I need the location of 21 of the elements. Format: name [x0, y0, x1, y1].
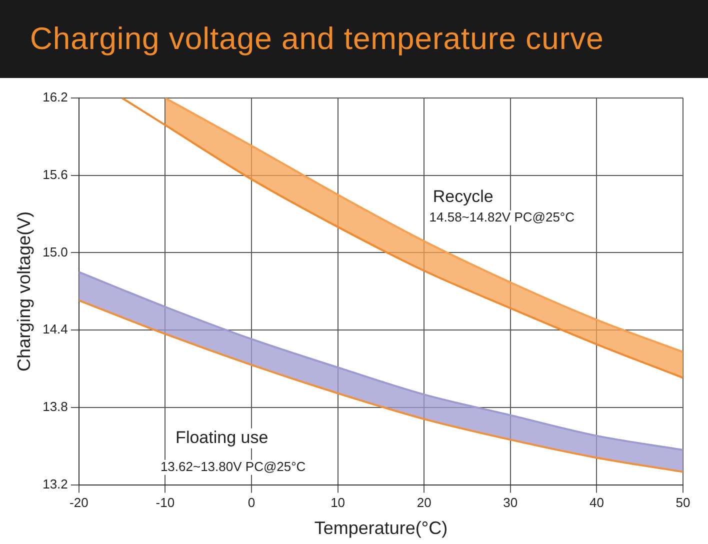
y-tick-label: 15.6 — [42, 166, 68, 182]
annotation: 13.62~13.80V PC@25°C — [160, 458, 306, 474]
y-tick-label: 13.8 — [42, 399, 68, 414]
annotation: Floating use — [176, 428, 268, 448]
x-tick-label: 40 — [589, 495, 604, 510]
x-tick-label: 0 — [248, 495, 256, 510]
y-tick-label: 15.0 — [42, 244, 68, 260]
x-tick-label: -20 — [70, 495, 88, 510]
x-tick-label: 50 — [676, 495, 690, 510]
x-tick-label: 30 — [503, 495, 518, 510]
x-axis-title: Temperature(°C) — [314, 518, 448, 538]
x-tick-label: 20 — [416, 495, 432, 510]
x-tick-label: -10 — [156, 495, 175, 510]
y-tick-label: 13.2 — [42, 476, 68, 492]
y-tick-label: 16.2 — [42, 90, 68, 105]
annotation: 14.58~14.82V PC@25°C — [429, 209, 575, 224]
y-tick-label: 14.4 — [42, 322, 68, 337]
chart-title: Charging voltage and temperature curve — [0, 0, 708, 78]
y-axis-title: Charging voltage(V) — [14, 211, 34, 372]
x-tick-label: 10 — [330, 495, 346, 510]
annotation: Recycle — [432, 187, 494, 206]
